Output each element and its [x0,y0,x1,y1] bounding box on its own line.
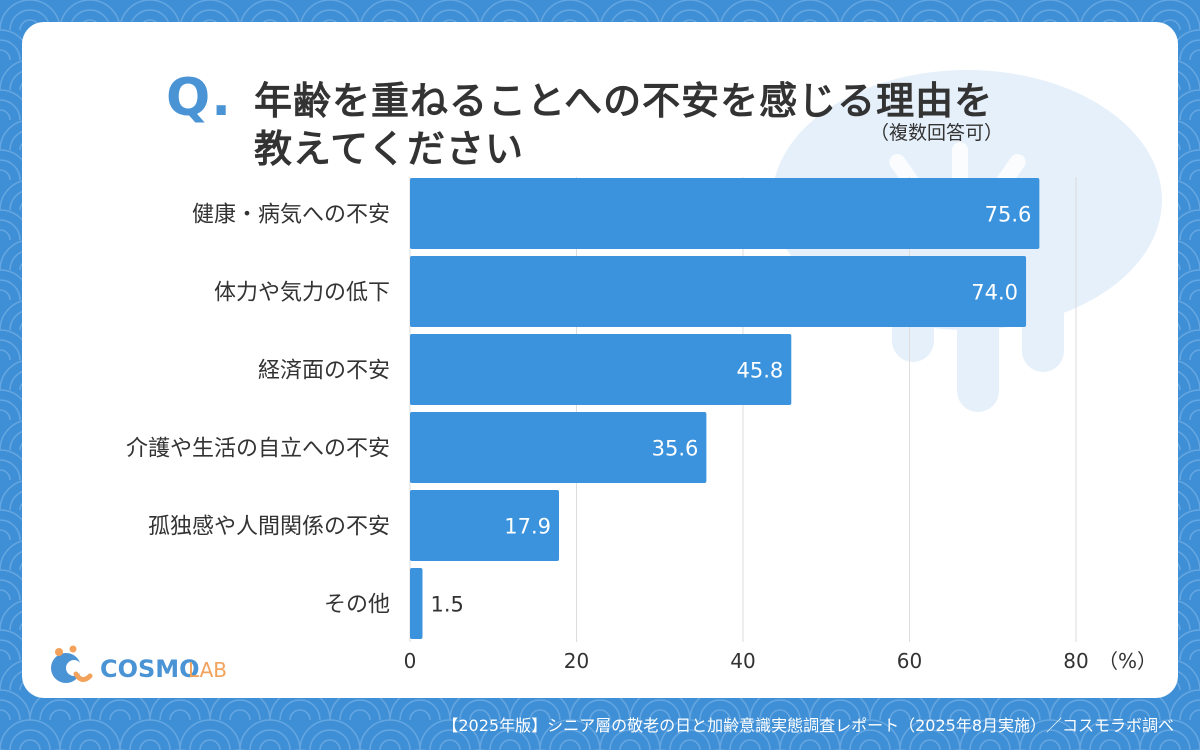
category-label: 介護や生活の自立への不安 [126,437,390,462]
question-mark-label: Q. [166,68,232,128]
bar [410,178,1040,249]
bar [410,256,1027,327]
chart-title-line-1: 年齢を重ねることへの不安を感じる理由を [254,79,994,123]
x-tick-label: 0 [404,649,417,673]
category-label: 体力や気力の低下 [214,281,390,306]
data-label: 17.9 [504,515,551,539]
chart-title-note: （複数回答可） [870,122,1004,144]
bar [410,490,560,561]
logo-text-cosmo: COSMO [100,655,200,683]
chart-title-line-2: 教えてください [254,127,524,171]
logo-text-lab: LAB [188,658,227,682]
chart-card: Q. 年齢を重ねることへの不安を感じる理由を 教えてください （複数回答可） 0… [22,22,1178,698]
cosmo-lab-logo: COSMO LAB [51,645,227,683]
category-label: その他 [324,593,390,618]
x-tick-label: 40 [730,649,755,673]
source-footnote: 【2025年版】シニア層の敬老の日と加齢意識実態調査レポート（2025年8月実施… [442,716,1174,735]
x-tick-label: 60 [897,649,922,673]
category-label: 経済面の不安 [258,359,390,384]
data-label: 35.6 [652,437,699,461]
category-label: 孤独感や人間関係の不安 [148,515,390,540]
data-label: 75.6 [985,203,1032,227]
bar [410,334,792,405]
bar [410,412,707,483]
x-axis-unit: （%） [1098,649,1157,673]
data-label: 1.5 [430,593,463,617]
category-label: 健康・病気への不安 [192,203,390,228]
bar [410,568,423,639]
data-label: 74.0 [971,281,1018,305]
cosmo-lab-mascot-icon [51,645,93,683]
x-tick-label: 80 [1063,649,1088,673]
x-tick-label: 20 [564,649,589,673]
bar-chart: 0 20 40 60 80 （%） 健康・病気への不安 75.6 体力や気力の低下 74.0 経済面… [126,177,1157,673]
data-label: 45.8 [737,359,784,383]
